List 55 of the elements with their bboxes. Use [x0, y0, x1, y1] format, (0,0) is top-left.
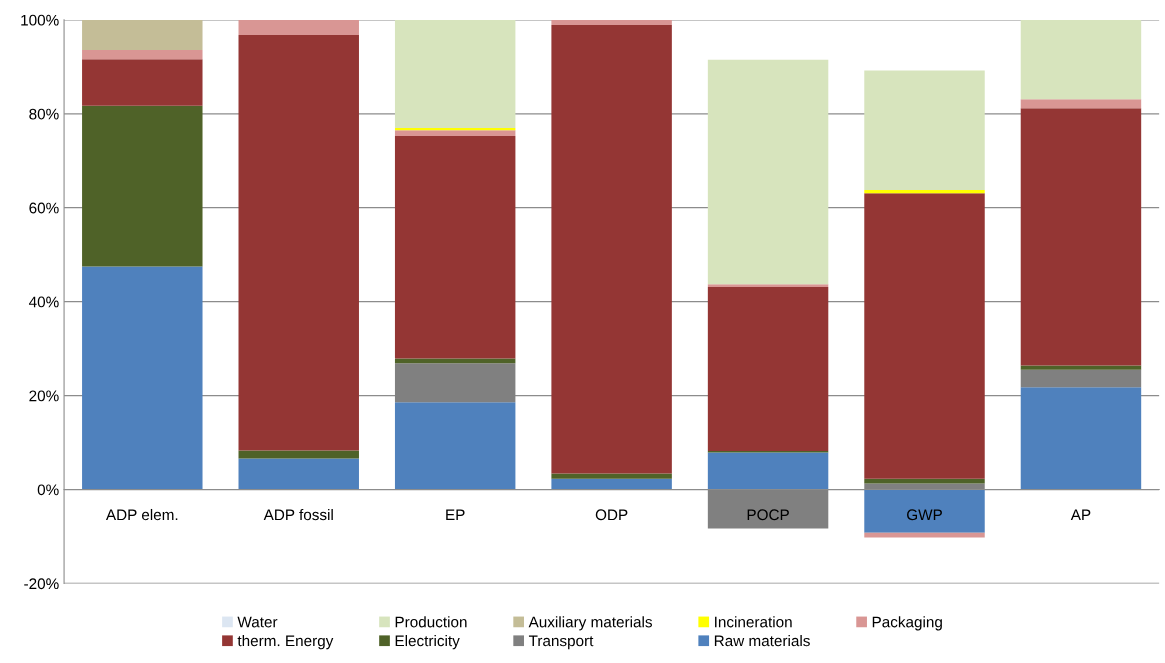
bar: [1020, 99, 1142, 109]
bar: [551, 19, 672, 26]
bar: [707, 284, 829, 288]
y-tick-label: -20%: [24, 578, 59, 590]
legend-label: Production: [395, 616, 467, 628]
x-tick-label: ADP elem.: [105, 508, 178, 521]
bar: [394, 19, 516, 128]
legend-label: Water: [237, 616, 278, 628]
bar: [394, 135, 516, 359]
legend-label: therm. Energy: [237, 635, 334, 650]
y-tick-label: 100%: [21, 14, 59, 26]
bar: [82, 105, 203, 267]
bar: [707, 452, 829, 490]
bar: [864, 70, 985, 190]
bar: [394, 130, 516, 136]
bar: [1020, 365, 1142, 370]
bar: [707, 59, 829, 285]
y-tick-label: 40%: [28, 296, 59, 308]
x-tick-label: ODP: [595, 509, 628, 521]
bar: [1020, 108, 1142, 366]
legend-label: Electricity: [395, 635, 460, 650]
bar: [82, 49, 203, 60]
x-tick-label: AP: [1070, 509, 1091, 521]
y-tick-label: 60%: [29, 202, 59, 214]
legend-label: Auxiliary materials: [528, 616, 652, 631]
bar: [864, 489, 985, 533]
bar: [82, 19, 203, 50]
legend-label: Incineration: [715, 616, 792, 628]
bar: [707, 287, 829, 452]
bar: [864, 193, 985, 479]
legend-label: Raw materials: [714, 635, 810, 647]
bar: [394, 402, 516, 490]
bar: [238, 19, 359, 35]
legend-label: Packaging: [872, 616, 942, 631]
bar: [82, 59, 203, 106]
bar: [238, 450, 359, 459]
bar: [1020, 369, 1142, 388]
x-tick-label: POCP: [747, 509, 789, 521]
x-tick-label: EP: [446, 509, 465, 521]
bar: [82, 266, 203, 490]
bar: [1020, 19, 1142, 100]
bar: [551, 478, 672, 490]
bar: [864, 189, 985, 194]
y-tick-label: 20%: [29, 390, 59, 402]
bar: [238, 34, 359, 451]
bar: [394, 358, 516, 364]
x-tick-label: ADP fossil: [263, 508, 333, 521]
bar: [238, 458, 359, 490]
bar: [551, 473, 672, 479]
y-tick-label: 80%: [29, 108, 59, 120]
legend-label: Transport: [528, 635, 594, 650]
x-tick-label: GWP: [907, 509, 942, 521]
bar: [551, 25, 672, 474]
y-tick-label: 0%: [37, 484, 59, 496]
bar: [1020, 387, 1142, 490]
